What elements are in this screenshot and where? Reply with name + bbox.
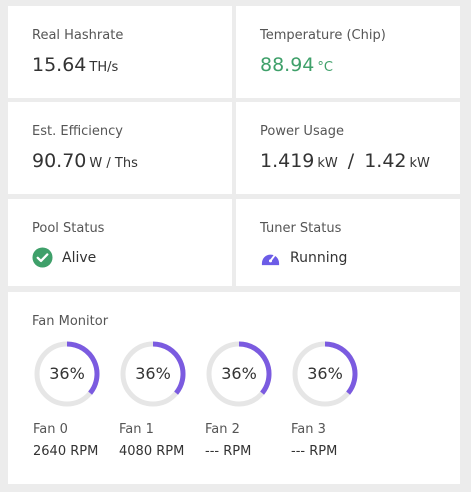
fan-1-rpm: 4080 RPM [119, 444, 185, 459]
power-value: 1.419 [260, 150, 315, 172]
power-card: Power Usage 1.419 kW/1.42 kW [236, 102, 460, 194]
pool-status-text: Alive [62, 249, 97, 266]
hashrate-card: Real Hashrate 15.64 TH/s [8, 6, 232, 98]
efficiency-value: 90.70 [32, 150, 87, 172]
tuner-status: Running [260, 247, 347, 268]
power-unit: kW [317, 156, 338, 171]
fan-2: 36% Fan 2 --- RPM [205, 340, 285, 459]
fan-0-name: Fan 0 [33, 422, 68, 437]
fan-1-percent: 36% [135, 364, 171, 383]
temperature-value-line: 88.94 °C [260, 54, 333, 76]
tuner-status-text: Running [290, 249, 348, 266]
power-limit-value: 1.42 [364, 150, 407, 172]
power-separator: / [347, 150, 355, 172]
power-limit-unit: kW [409, 156, 430, 171]
hashrate-label: Real Hashrate [32, 28, 124, 43]
fan-3-rpm: --- RPM [291, 444, 338, 459]
hashrate-unit: TH/s [89, 60, 119, 75]
fan-monitor-card: Fan Monitor 36% Fan 0 2640 RPM 36% Fan 1… [8, 292, 460, 484]
fan-0-gauge [34, 341, 100, 407]
fan-3: 36% Fan 3 --- RPM [291, 340, 371, 459]
fan-0-gauge-arc [66, 341, 100, 395]
fan-2-name: Fan 2 [205, 422, 240, 437]
hashrate-value-line: 15.64 TH/s [32, 54, 118, 76]
fan-1-gauge [120, 341, 186, 407]
efficiency-label: Est. Efficiency [32, 124, 123, 139]
fan-1: 36% Fan 1 4080 RPM [119, 340, 199, 459]
fan-0-percent: 36% [49, 364, 85, 383]
fan-2-gauge-arc [238, 341, 272, 395]
tuner-status-label: Tuner Status [260, 221, 342, 236]
fan-3-gauge-arc [324, 341, 358, 395]
fan-1-gauge-arc [152, 341, 186, 395]
temperature-unit: °C [317, 60, 333, 75]
pool-status-label: Pool Status [32, 221, 105, 236]
fan-2-rpm: --- RPM [205, 444, 252, 459]
fan-1-name: Fan 1 [119, 422, 154, 437]
fan-3-name: Fan 3 [291, 422, 326, 437]
temperature-value: 88.94 [260, 54, 315, 76]
temperature-label: Temperature (Chip) [260, 28, 386, 43]
tuner-status-card: Tuner Status Running [236, 199, 460, 286]
check-circle-icon [32, 247, 53, 268]
efficiency-card: Est. Efficiency 90.70 W / Ths [8, 102, 232, 194]
fan-monitor-title: Fan Monitor [32, 314, 109, 329]
power-value-line: 1.419 kW/1.42 kW [260, 150, 430, 172]
pool-status: Alive [32, 247, 96, 268]
efficiency-value-line: 90.70 W / Ths [32, 150, 138, 172]
fan-3-percent: 36% [307, 364, 343, 383]
power-label: Power Usage [260, 124, 344, 139]
speedometer-icon [261, 254, 280, 266]
fan-2-gauge [206, 341, 272, 407]
hashrate-value: 15.64 [32, 54, 87, 76]
fan-0: 36% Fan 0 2640 RPM [33, 340, 113, 459]
fan-2-percent: 36% [221, 364, 257, 383]
efficiency-unit: W / Ths [89, 156, 138, 171]
temperature-card: Temperature (Chip) 88.94 °C [236, 6, 460, 98]
fan-3-gauge [292, 341, 358, 407]
fan-0-rpm: 2640 RPM [33, 444, 99, 459]
pool-status-card: Pool Status Alive [8, 199, 232, 286]
